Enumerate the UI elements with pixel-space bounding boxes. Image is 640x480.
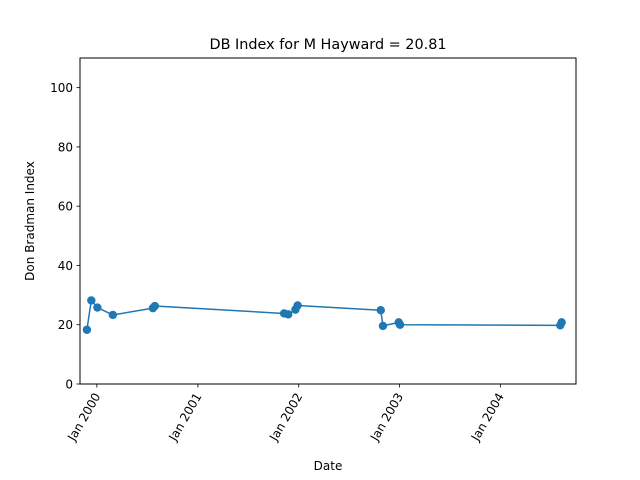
data-point <box>293 301 302 310</box>
x-tick-label: Jan 2002 <box>266 391 305 445</box>
y-tick-label: 100 <box>50 81 73 95</box>
data-point <box>395 320 405 329</box>
x-axis: Jan 2000 Jan 2001 Jan 2002 Jan 2003 Jan 2004 <box>64 384 507 444</box>
x-axis-label: Date <box>314 459 343 473</box>
data-point <box>87 296 96 305</box>
x-tick-label: Jan 2003 <box>367 391 406 445</box>
data-point <box>150 301 160 311</box>
y-axis-label: Don Bradman Index <box>23 161 37 281</box>
y-axis: 0 20 40 60 80 100 <box>50 81 80 392</box>
data-point <box>284 310 293 319</box>
y-tick-label: 0 <box>65 378 73 392</box>
chart-title: DB Index for M Hayward = 20.81 <box>209 37 446 53</box>
data-point <box>93 303 102 312</box>
y-tick-label: 80 <box>58 140 73 154</box>
plot-frame <box>79 57 577 385</box>
data-point <box>378 321 388 331</box>
data-point <box>376 306 385 315</box>
data-point <box>108 310 118 320</box>
x-tick-label: Jan 2001 <box>165 391 204 445</box>
plot-area <box>82 296 566 334</box>
y-tick-label: 20 <box>58 318 73 332</box>
x-tick-label: Jan 2000 <box>64 391 103 445</box>
y-tick-label: 40 <box>58 259 73 273</box>
data-point <box>82 325 92 334</box>
y-tick-label: 60 <box>58 200 73 214</box>
x-tick-label: Jan 2004 <box>468 391 507 445</box>
data-point <box>557 318 566 327</box>
